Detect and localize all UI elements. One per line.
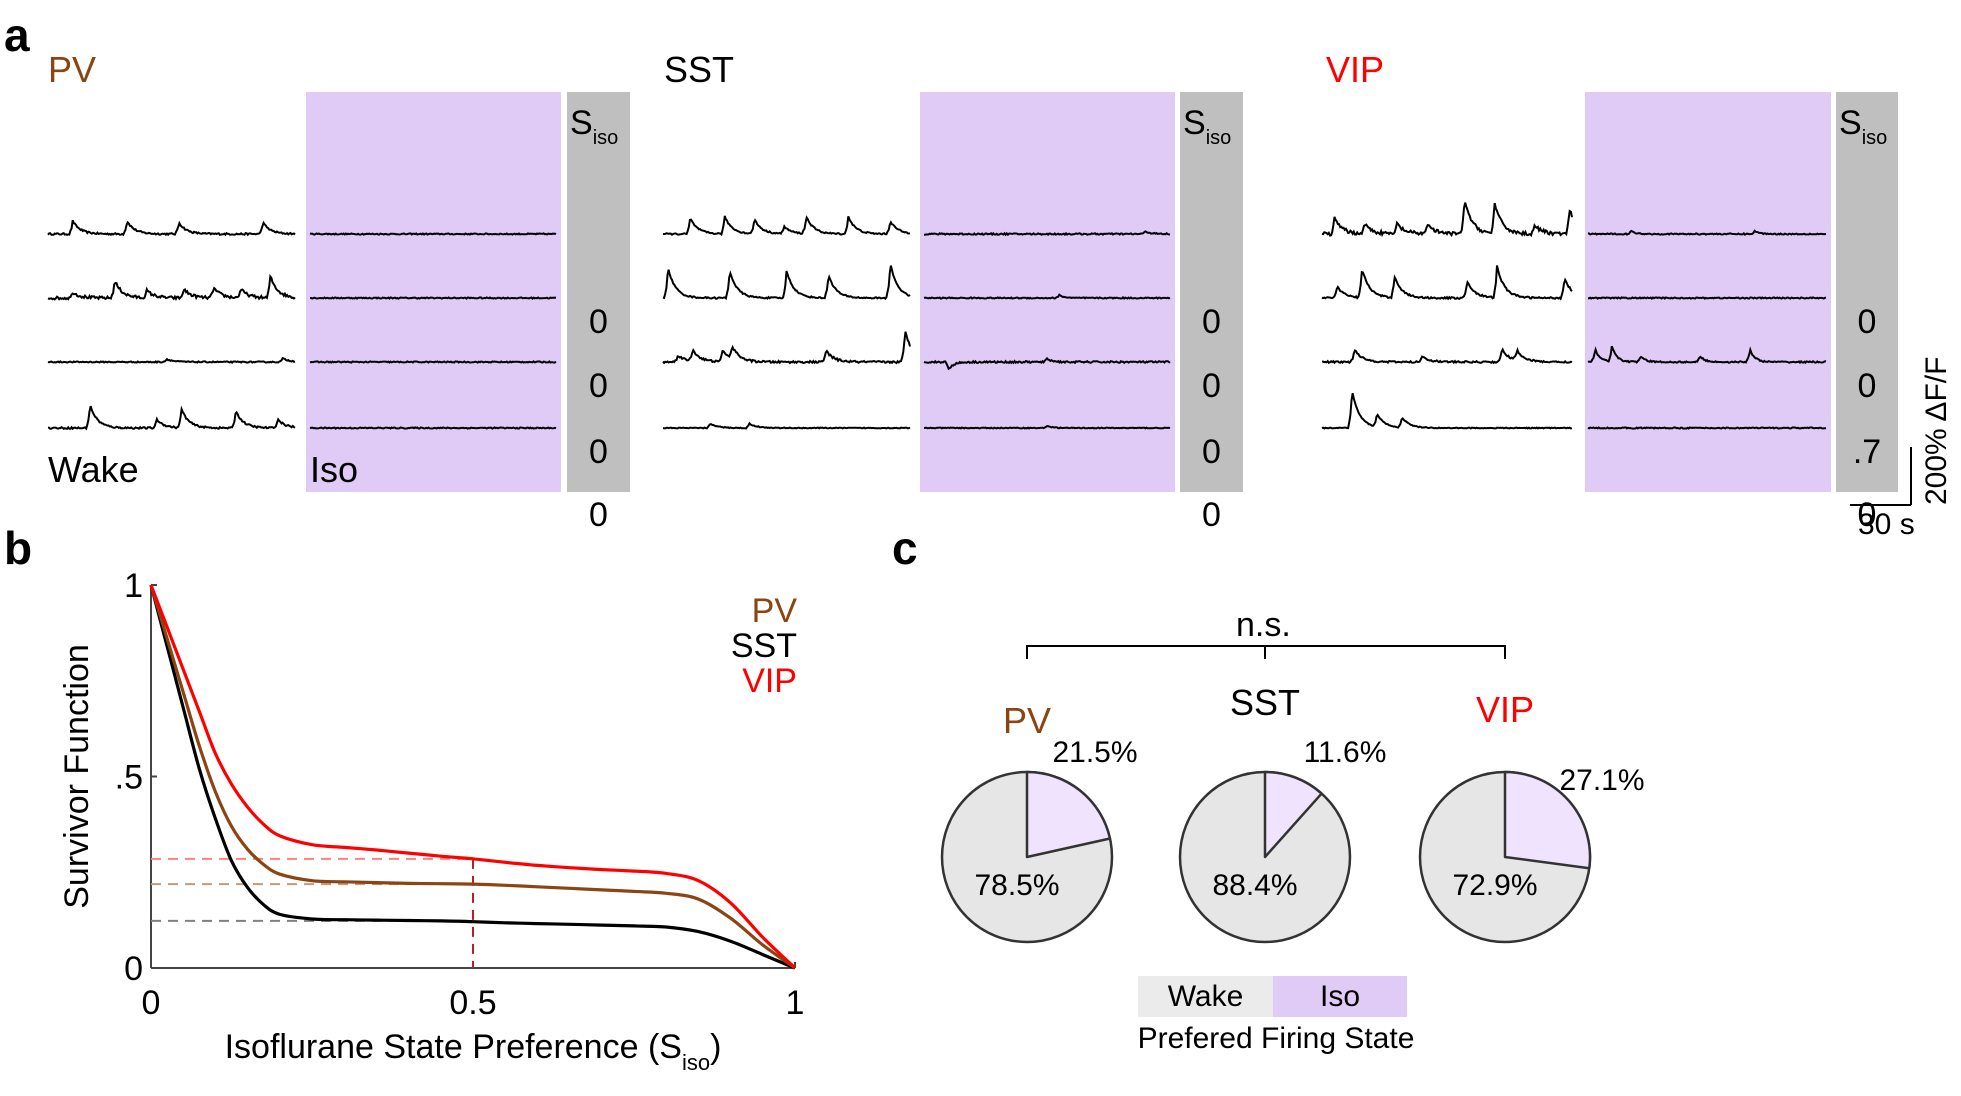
siso-header: Siso	[1183, 104, 1232, 149]
survival-line-sst	[149, 584, 796, 970]
significance-bracket	[1026, 645, 1506, 659]
legend-wake: Wake	[1138, 976, 1273, 1017]
x-tick-label: 1	[786, 984, 805, 1022]
group-title-pv: PV	[48, 49, 97, 90]
pie-title-vip: VIP	[1476, 689, 1534, 730]
wake-trace-vip-2	[1321, 265, 1573, 301]
pie-label-wake-pv: 78.5%	[974, 869, 1059, 902]
panel-b-letter: b	[4, 522, 33, 574]
iso-trace-sst-3	[923, 356, 1171, 371]
wake-trace-sst-3	[662, 331, 911, 365]
iso-background-pv	[306, 92, 561, 492]
iso-trace-pv-3	[309, 360, 557, 364]
pie-label-wake-vip: 72.9%	[1452, 869, 1537, 902]
siso-value: 0	[589, 496, 608, 534]
y-tick-label: .5	[115, 759, 143, 797]
iso-label: Iso	[310, 449, 359, 490]
iso-trace-pv-2	[310, 296, 557, 300]
siso-column-vip: Siso 0 0 .7 0	[1836, 92, 1898, 532]
legend-iso: Iso	[1273, 976, 1407, 1017]
pie-slice-iso-sst	[1263, 770, 1323, 859]
wake-trace-vip-3	[1321, 346, 1573, 365]
legend-entry-sst: SST	[731, 627, 797, 665]
wake-trace-pv-3	[47, 356, 296, 364]
siso-value: 0	[1857, 496, 1877, 534]
wake-trace-pv-2	[47, 273, 296, 301]
pie-label-wake-sst: 88.4%	[1212, 869, 1297, 902]
scale-bar	[1850, 447, 1912, 506]
survival-line-pv	[149, 584, 796, 970]
y-tick-label: 0	[124, 950, 143, 988]
survival-line-vip	[149, 584, 797, 970]
iso-trace-pv-4	[309, 426, 557, 430]
siso-column-pv: Siso 0 0 0 0	[567, 92, 630, 532]
siso-value: 0	[1857, 367, 1877, 405]
group-title-sst: SST	[664, 49, 735, 90]
iso-background-vip	[1585, 92, 1831, 492]
pie-label-iso-sst: 11.6%	[1304, 736, 1387, 769]
siso-value: 0	[1202, 303, 1221, 341]
group-title-vip: VIP	[1326, 49, 1385, 90]
siso-value: .7	[1852, 433, 1882, 471]
scale-bar-time-label: 30 s	[1858, 508, 1915, 541]
legend-entry-vip: VIP	[742, 662, 797, 700]
y-tick-label: 1	[124, 567, 143, 605]
siso-header: Siso	[1839, 104, 1888, 149]
siso-value: 0	[1202, 433, 1221, 471]
siso-value: 0	[589, 367, 608, 405]
x-axis-title: Isoflurane State Preference (Siso)	[225, 1028, 722, 1075]
wake-trace-vip-4	[1321, 392, 1573, 430]
wake-trace-pv-1	[47, 219, 296, 237]
panel-a-letter: a	[4, 9, 30, 61]
x-tick-label: 0	[142, 984, 161, 1022]
iso-trace-vip-3	[1587, 345, 1827, 365]
iso-trace-vip-1	[1587, 229, 1827, 236]
siso-header: Siso	[570, 104, 619, 149]
iso-trace-sst-1	[924, 230, 1171, 237]
pie-label-iso-vip: 27.1%	[1559, 764, 1644, 797]
y-axis-title: Survivor Function	[58, 644, 96, 909]
calcium-traces	[47, 202, 1827, 431]
wake-trace-pv-4	[47, 405, 296, 431]
siso-value: 0	[589, 433, 608, 471]
pie-legend-title: Prefered Firing State	[1137, 1022, 1415, 1055]
pie-legend: Wake Iso	[1138, 976, 1407, 1017]
panel-c-letter: c	[892, 522, 918, 574]
siso-value: 0	[1202, 367, 1221, 405]
siso-column-sst: Siso 0 0 0 0	[1180, 92, 1243, 532]
pie-label-iso-pv: 21.5%	[1052, 736, 1137, 769]
iso-trace-sst-4	[923, 425, 1171, 430]
iso-trace-vip-2	[1587, 296, 1827, 300]
wake-trace-sst-1	[662, 215, 911, 237]
wake-trace-vip-1	[1321, 202, 1573, 238]
pie-slice-iso-pv	[1025, 770, 1112, 859]
wake-trace-sst-4	[662, 421, 911, 430]
siso-value: 0	[1857, 303, 1877, 341]
pie-title-pv: PV	[1003, 700, 1051, 741]
wake-label: Wake	[48, 449, 139, 490]
iso-trace-pv-1	[309, 232, 557, 236]
siso-value: 0	[589, 303, 608, 341]
significance-label: n.s.	[1236, 606, 1291, 644]
iso-trace-vip-4	[1587, 426, 1826, 430]
siso-value: 0	[1202, 496, 1221, 534]
iso-trace-sst-2	[923, 293, 1171, 300]
legend-entry-pv: PV	[752, 592, 798, 630]
wake-trace-sst-2	[662, 265, 911, 301]
x-tick-label: 0.5	[449, 984, 496, 1022]
pie-slice-iso-vip	[1503, 770, 1592, 870]
pie-title-sst: SST	[1230, 682, 1300, 723]
